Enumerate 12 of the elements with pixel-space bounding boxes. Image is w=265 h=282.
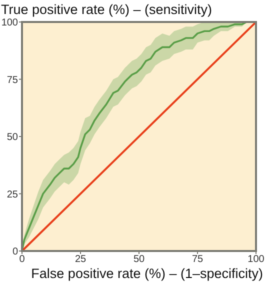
- y-tick-label: 0: [12, 246, 18, 258]
- y-tick-label: 75: [6, 74, 18, 86]
- x-tick-label: 25: [74, 254, 86, 265]
- x-tick-label: 100: [248, 254, 265, 265]
- x-tick-label: 50: [133, 254, 145, 265]
- x-tick-label: 0: [19, 254, 26, 265]
- y-tick-label: 50: [6, 132, 18, 143]
- y-axis-title: True positive rate (%) – (sensitivity): [1, 2, 212, 17]
- y-tick-label: 25: [6, 189, 18, 200]
- x-axis-title: False positive rate (%) – (1–specificity): [31, 266, 263, 281]
- y-tick-label: 100: [1, 18, 18, 28]
- x-tick-label: 75: [192, 254, 204, 265]
